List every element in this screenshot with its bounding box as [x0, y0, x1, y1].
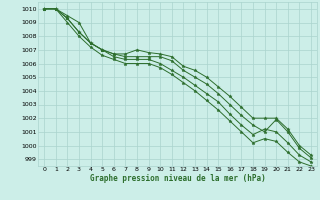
X-axis label: Graphe pression niveau de la mer (hPa): Graphe pression niveau de la mer (hPa)	[90, 174, 266, 183]
